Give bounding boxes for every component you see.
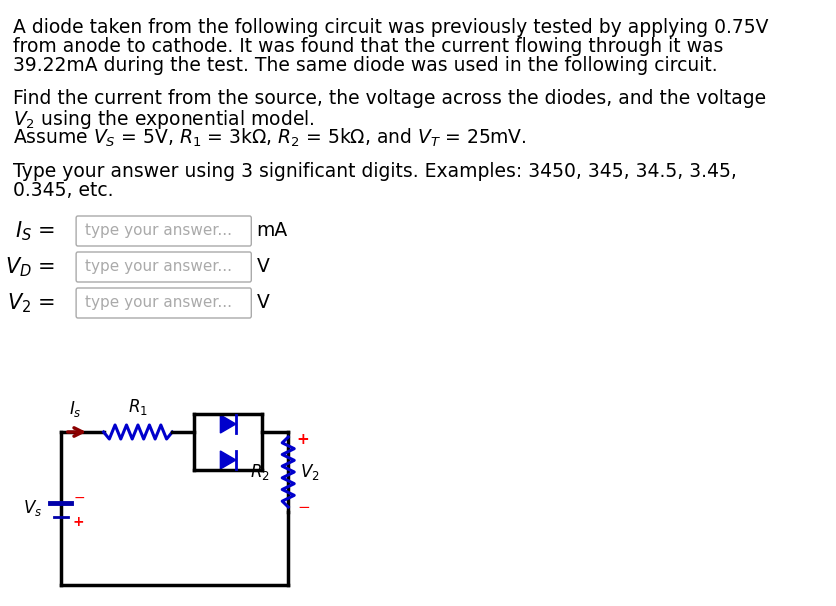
Text: +: + (73, 516, 84, 530)
FancyBboxPatch shape (76, 216, 251, 246)
Text: $V_2$ using the exponential model.: $V_2$ using the exponential model. (13, 108, 314, 131)
Polygon shape (220, 451, 236, 469)
FancyBboxPatch shape (76, 252, 251, 282)
Text: $R_2$: $R_2$ (249, 462, 269, 482)
Text: Assume $V_S$ = 5V, $R_1$ = 3k$\Omega$, $R_2$ = 5k$\Omega$, and $V_T$ = 25mV.: Assume $V_S$ = 5V, $R_1$ = 3k$\Omega$, $… (13, 127, 525, 149)
Text: type your answer...: type your answer... (84, 296, 232, 310)
Text: $R_1$: $R_1$ (128, 397, 148, 417)
Text: $-$: $-$ (73, 490, 84, 504)
Text: V: V (256, 293, 269, 313)
Text: $V_D$ =: $V_D$ = (5, 255, 55, 279)
Text: type your answer...: type your answer... (84, 224, 232, 239)
Text: 0.345, etc.: 0.345, etc. (13, 181, 113, 200)
Text: V: V (256, 258, 269, 276)
FancyBboxPatch shape (76, 288, 251, 318)
Text: from anode to cathode. It was found that the current flowing through it was: from anode to cathode. It was found that… (13, 37, 722, 56)
Text: Type your answer using 3 significant digits. Examples: 3450, 345, 34.5, 3.45,: Type your answer using 3 significant dig… (13, 162, 736, 181)
Text: $I_S$ =: $I_S$ = (15, 219, 55, 243)
Text: type your answer...: type your answer... (84, 259, 232, 275)
Text: 39.22mA during the test. The same diode was used in the following circuit.: 39.22mA during the test. The same diode … (13, 56, 716, 75)
Text: mA: mA (256, 222, 288, 241)
Text: Find the current from the source, the voltage across the diodes, and the voltage: Find the current from the source, the vo… (13, 89, 765, 108)
Text: +: + (297, 433, 309, 447)
Text: $-$: $-$ (297, 499, 309, 513)
Text: $V_2$ =: $V_2$ = (8, 291, 55, 315)
Text: $V_s$: $V_s$ (23, 499, 42, 519)
Text: $I_s$: $I_s$ (69, 399, 82, 419)
Polygon shape (220, 415, 236, 433)
Text: A diode taken from the following circuit was previously tested by applying 0.75V: A diode taken from the following circuit… (13, 18, 767, 37)
Text: $V_2$: $V_2$ (300, 462, 319, 482)
